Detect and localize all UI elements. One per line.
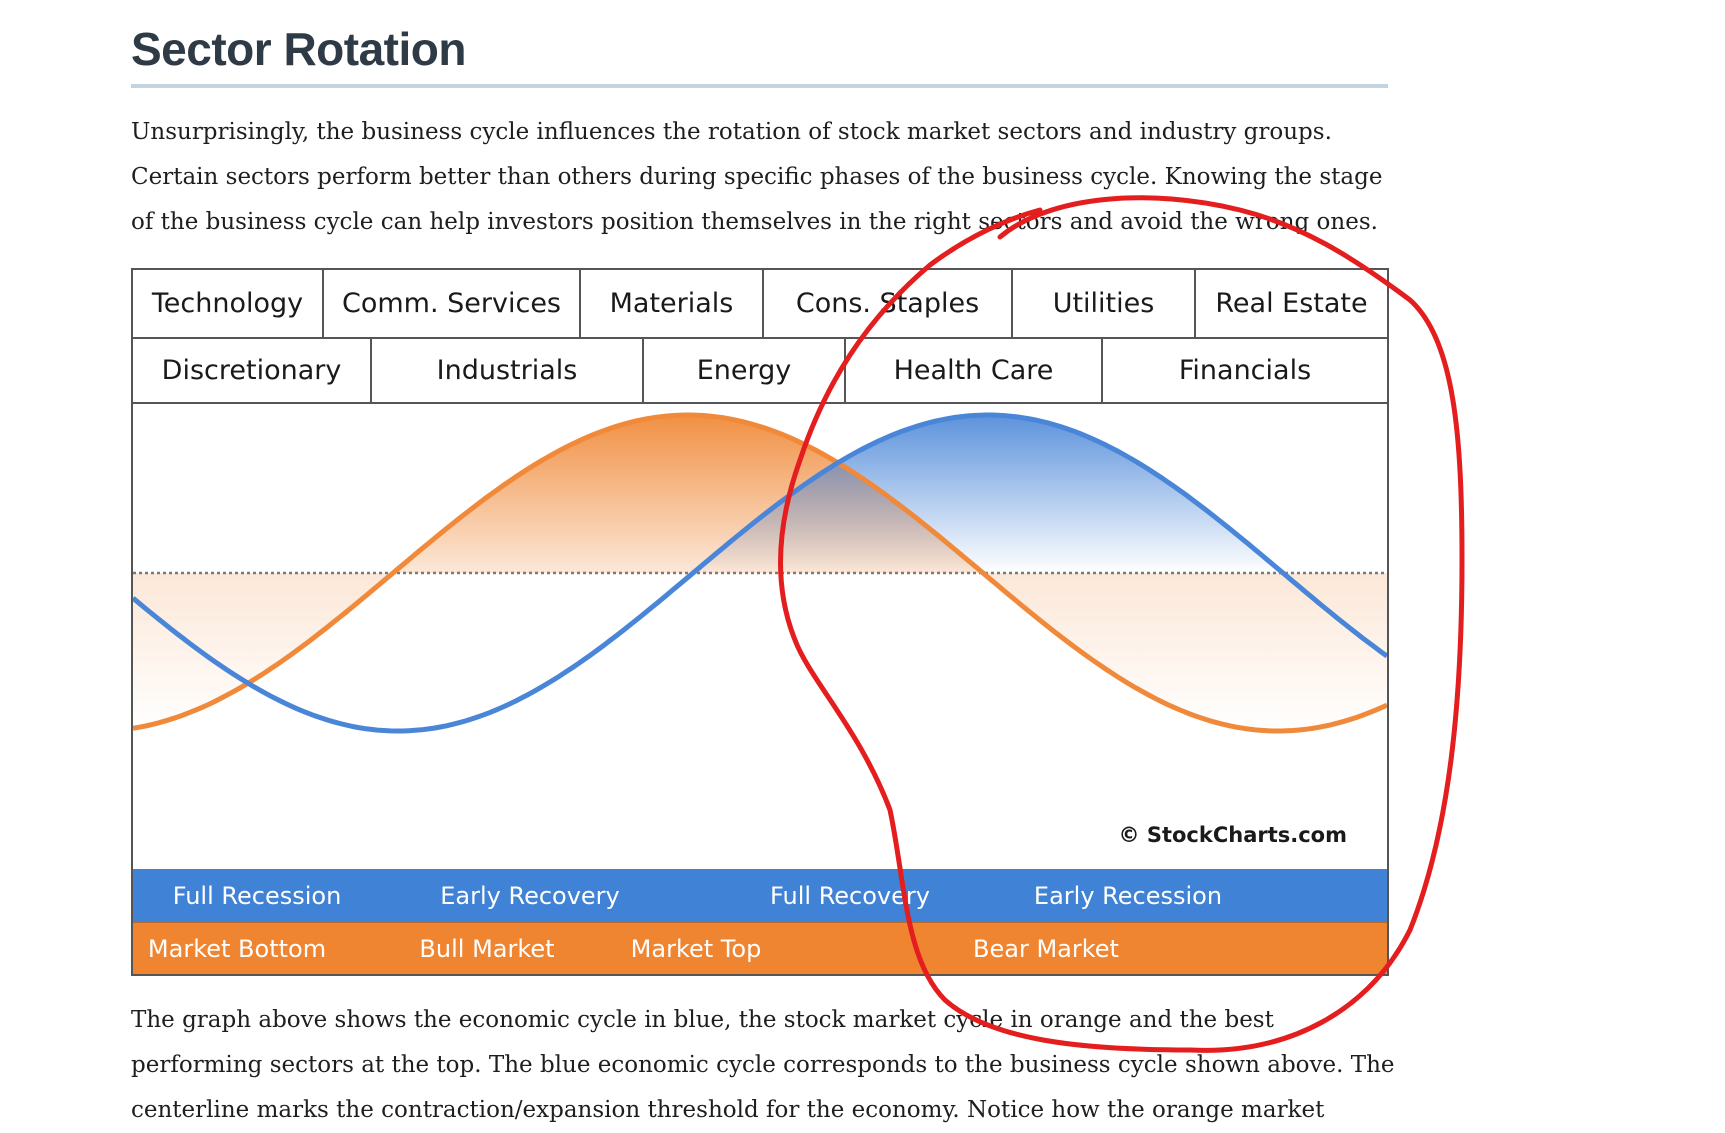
sectors-row-bottom: Discretionary Industrials Energy Health …	[133, 339, 1387, 404]
cycle-chart	[133, 412, 1387, 734]
page-title: Sector Rotation	[131, 23, 466, 75]
explanation-paragraph: The graph above shows the economic cycle…	[131, 998, 1396, 1133]
sector-industrials: Industrials	[372, 339, 644, 402]
phase-full-recovery: Full Recovery	[770, 881, 930, 910]
intro-paragraph: Unsurprisingly, the business cycle influ…	[131, 110, 1396, 245]
phase-bear-market: Bear Market	[973, 935, 1119, 963]
explanation-line: performing sectors at the top. The blue …	[131, 1052, 1395, 1078]
phase-full-recession: Full Recession	[172, 881, 342, 910]
sector-discretionary: Discretionary	[133, 339, 372, 402]
sector-utilities: Utilities	[1013, 270, 1196, 337]
market-cycle-fill-below	[133, 573, 1387, 731]
sectors-row-top: Technology Comm. Services Materials Cons…	[133, 270, 1387, 339]
sector-materials: Materials	[581, 270, 764, 337]
explanation-line: centerline marks the contraction/expansi…	[131, 1097, 1325, 1123]
explanation-line: The graph above shows the economic cycle…	[131, 1007, 1274, 1033]
sector-technology: Technology	[133, 270, 324, 337]
intro-line: Unsurprisingly, the business cycle influ…	[131, 119, 1332, 145]
phase-market-top: Market Top	[630, 935, 762, 963]
phase-early-recovery: Early Recovery	[440, 881, 620, 910]
sector-comm-services: Comm. Services	[324, 270, 581, 337]
market-cycle-fill-above	[133, 415, 1387, 573]
intro-line: Certain sectors perform better than othe…	[131, 164, 1383, 190]
title-divider	[131, 84, 1388, 88]
market-phase-band: Market Bottom Bull Market Market Top Bea…	[133, 922, 1387, 974]
sector-health-care: Health Care	[846, 339, 1103, 402]
sector-real-estate: Real Estate	[1215, 288, 1368, 319]
sector-cons-staples: Cons. Staples	[764, 270, 1013, 337]
sector-rotation-diagram: Technology Comm. Services Materials Cons…	[131, 268, 1389, 976]
economic-phase-band: Full Recession Early Recovery Full Recov…	[133, 869, 1387, 922]
phase-early-recession: Early Recession	[1033, 881, 1223, 910]
sector-financials: Financials	[1178, 355, 1312, 386]
phase-market-bottom: Market Bottom	[147, 935, 327, 963]
intro-line: of the business cycle can help investors…	[131, 209, 1378, 235]
sector-energy: Energy	[644, 339, 846, 402]
phase-bull-market: Bull Market	[419, 935, 555, 963]
copyright-text: © StockCharts.com	[1118, 823, 1347, 847]
